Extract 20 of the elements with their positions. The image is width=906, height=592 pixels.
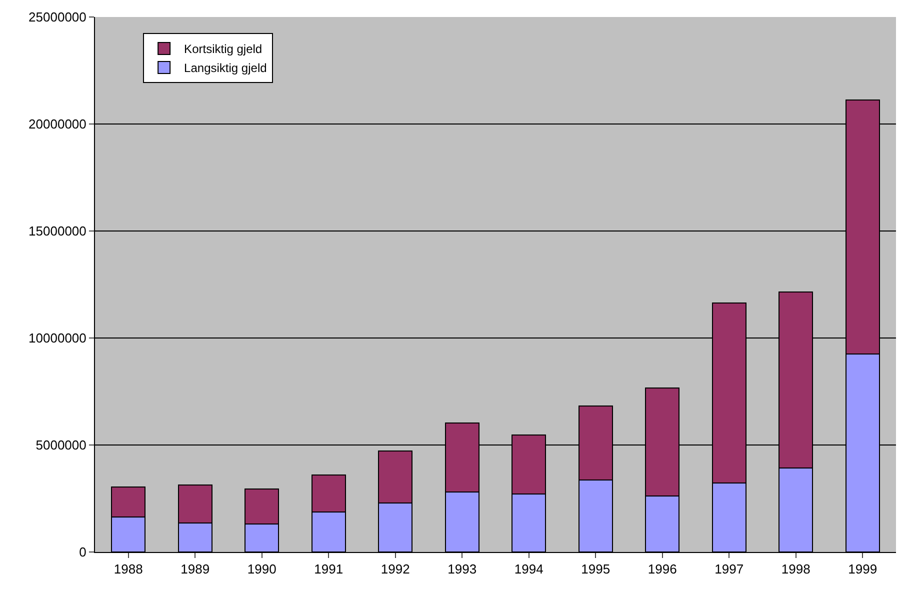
y-tick-label: 25000000 bbox=[28, 10, 86, 25]
x-tick-label: 1994 bbox=[514, 562, 544, 577]
x-tick-label: 1991 bbox=[314, 562, 344, 577]
x-tick-label: 1989 bbox=[180, 562, 210, 577]
x-tick-label: 1996 bbox=[648, 562, 677, 577]
y-tick-label: 20000000 bbox=[28, 116, 86, 132]
x-tick-label: 1999 bbox=[848, 562, 878, 577]
x-tick-label: 1995 bbox=[581, 562, 610, 577]
x-tick-label: 1990 bbox=[247, 562, 276, 577]
legend-label: Langsiktig gjeld bbox=[184, 61, 267, 76]
x-tick-label: 1993 bbox=[448, 562, 477, 577]
y-tick-label: 10000000 bbox=[28, 330, 86, 346]
x-tick-label: 1998 bbox=[781, 562, 810, 577]
x-tick-label: 1992 bbox=[380, 562, 410, 577]
x-tick-label: 1988 bbox=[114, 562, 143, 577]
y-tick-label: 0 bbox=[79, 544, 86, 560]
y-tick-label: 5000000 bbox=[36, 438, 86, 453]
legend-label: Kortsiktig gjeld bbox=[184, 42, 262, 56]
x-tick-label: 1997 bbox=[714, 562, 744, 577]
y-tick-label: 15000000 bbox=[28, 224, 86, 239]
